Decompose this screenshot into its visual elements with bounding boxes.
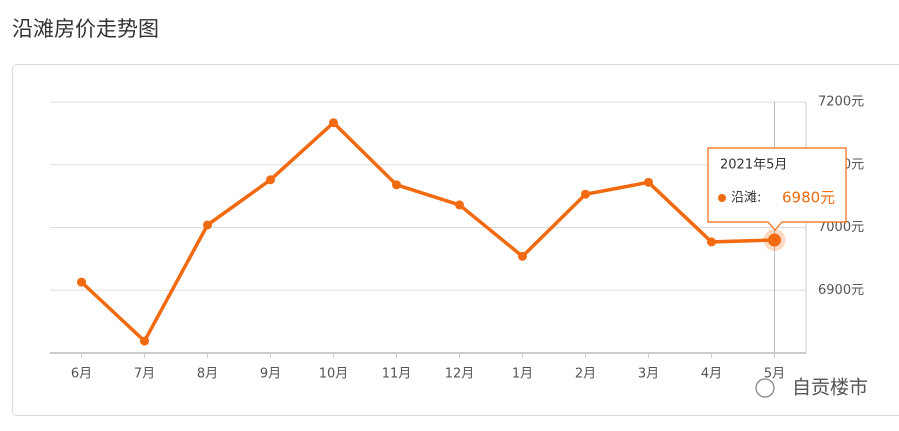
point	[455, 200, 464, 209]
point	[644, 178, 653, 187]
line	[82, 123, 775, 341]
tooltip-title: 2021年5月	[720, 158, 787, 173]
x-tick-label: 12月	[445, 367, 475, 382]
tooltip-dot	[718, 194, 726, 202]
point	[140, 337, 149, 346]
point	[707, 237, 716, 246]
y-tick-label: 7200元	[818, 95, 864, 110]
y-tick-label: 6900元	[818, 283, 864, 298]
x-tick-label: 3月	[638, 367, 659, 382]
point	[768, 234, 781, 247]
x-tick-label: 2月	[575, 367, 596, 382]
x-tick-label: 7月	[134, 367, 155, 382]
page-title: 沿滩房价走势图	[12, 17, 159, 41]
tooltip-label: 沿滩:	[731, 191, 761, 206]
point	[518, 252, 527, 261]
x-tick-label: 8月	[197, 367, 218, 382]
x-tick-label: 10月	[319, 367, 349, 382]
x-tick-label: 11月	[382, 367, 412, 382]
point	[329, 118, 338, 127]
point	[266, 175, 275, 184]
watermark-icon	[756, 379, 774, 397]
x-tick-label: 1月	[512, 367, 533, 382]
point	[203, 220, 212, 229]
point	[392, 180, 401, 189]
x-tick-label: 6月	[71, 367, 92, 382]
x-tick-label: 9月	[260, 367, 281, 382]
point	[77, 278, 86, 287]
watermark: 自贡楼市	[792, 377, 868, 399]
tooltip-value: 6980元	[782, 189, 835, 207]
point	[581, 190, 590, 199]
x-tick-label: 4月	[701, 367, 722, 382]
